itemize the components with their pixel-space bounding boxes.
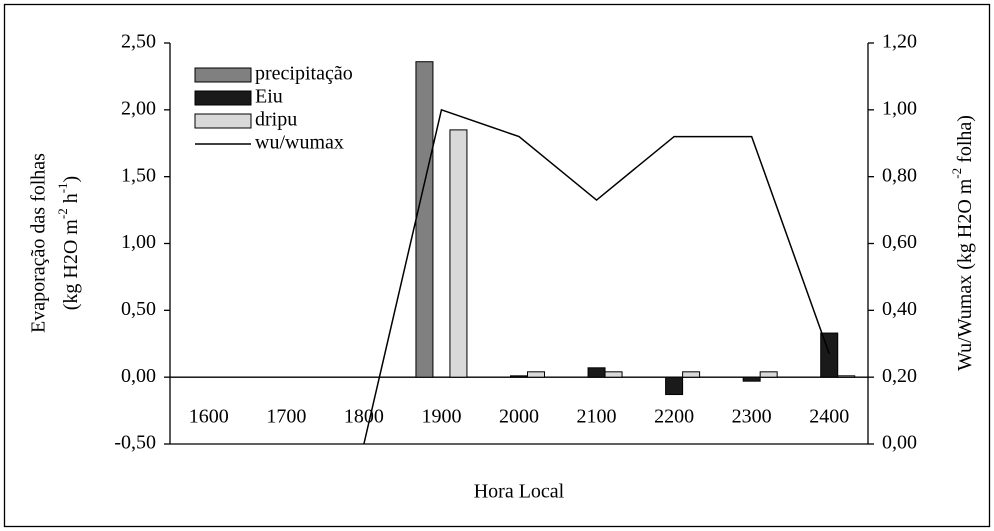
bar	[837, 375, 856, 378]
y-tick-label: -0,50	[114, 432, 156, 454]
y2-axis-label: Wu/Wumax (kg H2O m-2 folha)	[949, 115, 976, 371]
bar	[510, 375, 528, 378]
y-tick-label: 1,00	[121, 231, 156, 253]
bar	[527, 371, 545, 378]
y-tick-label: 0,50	[121, 298, 156, 320]
x-tick-label: 2200	[654, 406, 694, 428]
y2-label-part: folha)	[954, 115, 976, 168]
y2-tick-label: 0,60	[882, 231, 917, 253]
y2-label-part: Wu/Wumax (kg H2O m	[954, 178, 976, 371]
y-label-part: (kg H2O m	[60, 219, 82, 311]
x-tick-label: 1700	[266, 406, 306, 428]
bar	[742, 376, 761, 382]
y2-tick-label: 0,80	[882, 164, 917, 186]
bar	[820, 332, 839, 378]
y2-tick-label: 1,20	[882, 31, 917, 53]
y2-tick-label: 0,00	[882, 432, 917, 454]
y-axis-label: (kg H2O m-2 h-1)	[55, 176, 82, 310]
x-tick-label: 1800	[344, 406, 384, 428]
y-label-part: )	[60, 176, 82, 183]
y-tick-label: 1,50	[121, 164, 156, 186]
y2-tick-label: 0,20	[882, 365, 917, 387]
legend-label: Eiu	[255, 86, 283, 108]
legend-swatch	[194, 67, 252, 83]
y-tick-label: 0,00	[121, 365, 156, 387]
y-axis-label: Evaporação das folhas	[28, 153, 50, 333]
bar	[604, 371, 623, 378]
y2-tick-label: 0,40	[882, 298, 917, 320]
legend-swatch	[194, 113, 252, 129]
bar	[415, 61, 434, 378]
legend-swatch	[194, 90, 252, 106]
chart-border	[3, 3, 991, 528]
y-label-sup: -1	[55, 182, 70, 193]
y-label-part: h	[60, 193, 82, 208]
x-tick-label: 1900	[421, 406, 461, 428]
y2-label-sup: -2	[949, 168, 964, 179]
x-tick-label: 1600	[189, 406, 229, 428]
x-tick-label: 2100	[577, 406, 617, 428]
legend-label: wu/wumax	[255, 132, 344, 154]
x-tick-label: 2300	[732, 406, 772, 428]
line	[363, 108, 830, 445]
legend-label: precipitação	[255, 63, 353, 85]
y-tick-label: 2,50	[121, 31, 156, 53]
bar	[682, 371, 701, 378]
x-tick-label: 2400	[809, 406, 849, 428]
legend-label: dripu	[255, 109, 297, 131]
y-tick-label: 2,00	[121, 97, 156, 119]
y2-tick-label: 1,00	[882, 97, 917, 119]
y-label-sup: -2	[55, 208, 70, 219]
bar	[587, 367, 606, 378]
x-tick-label: 2000	[499, 406, 539, 428]
bar	[665, 376, 684, 396]
bar	[449, 129, 468, 378]
x-axis-label: Hora Local	[474, 481, 565, 503]
bar	[759, 371, 778, 378]
